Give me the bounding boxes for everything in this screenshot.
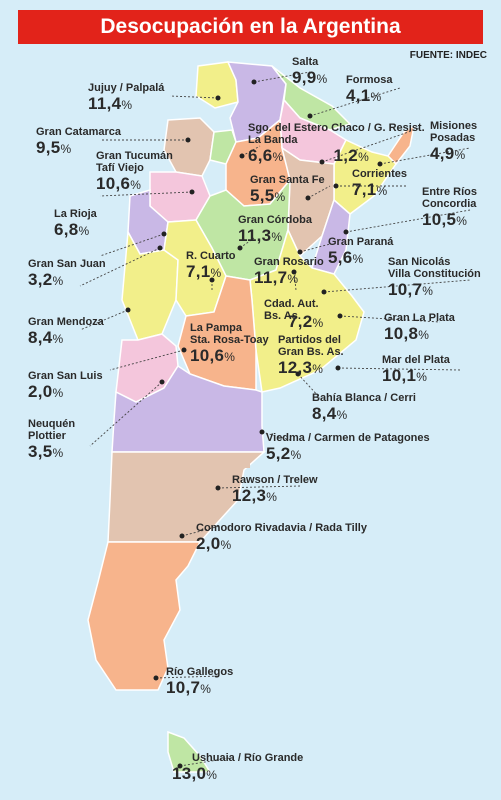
label-gran-bsas: Partidos del Gran Bs. As. 12,3% (278, 334, 344, 377)
label-parana: Gran Paraná 5,6% (328, 236, 394, 267)
label-rio-gallegos: Río Gallegos 10,7% (166, 666, 234, 697)
label-misiones: Misiones Posadas 4,9% (430, 120, 478, 163)
label-la-plata: Gran La Plata 10,8% (384, 312, 455, 343)
label-jujuy: Jujuy / Palpalá 11,4% (88, 82, 165, 113)
label-formosa: Formosa 4,1% (346, 74, 393, 105)
map-title: Desocupación en la Argentina (18, 10, 483, 44)
label-rio-cuarto: R. Cuarto 7,1% (186, 250, 236, 281)
label-san-nicolas: San Nicolás Villa Constitución 10,7% (388, 256, 481, 299)
label-san-luis: Gran San Luis 2,0% (28, 370, 103, 401)
label-bahia-blanca: Bahía Blanca / Cerri 8,4% (312, 392, 416, 423)
leader-lines (79, 71, 471, 767)
label-viedma: Viedma / Carmen de Patagones 5,2% (266, 432, 430, 463)
province-catamarca (163, 117, 215, 177)
label-la-rioja: La Rioja 6,8% (54, 208, 97, 239)
label-entre-rios: Entre Ríos Concordia 10,5% (422, 186, 478, 229)
label-mar-del-plata: Mar del Plata 10,1% (382, 354, 450, 385)
city-dots (125, 79, 383, 769)
label-la-pampa: La Pampa Sta. Rosa-Toay 10,6% (190, 322, 269, 365)
province-santa-cruz (87, 541, 202, 691)
label-corrientes: Corrientes 7,1% (352, 168, 408, 199)
label-rawson: Rawson / Trelew 12,3% (232, 474, 318, 505)
province-chubut (107, 451, 266, 543)
province-tierra-del-fuego (167, 730, 212, 773)
label-tucuman: Gran Tucumán Tafí Viejo 10,6% (96, 150, 173, 193)
source-note: FUENTE: INDEC (409, 50, 487, 61)
label-neuquen: Neuquén Plottier 3,5% (28, 418, 76, 461)
label-ushuaia: Ushuaia / Río Grande 13,0% (172, 752, 304, 783)
label-mendoza: Gran Mendoza 8,4% (28, 316, 104, 347)
label-catamarca: Gran Catamarca 9,5% (36, 126, 121, 157)
label-caba: Cdad. Aut. Bs. As. 7,2% (264, 298, 324, 331)
label-san-juan: Gran San Juan 3,2% (28, 258, 106, 289)
label-salta: Salta 9,9% (292, 56, 328, 87)
label-santiago-chaco: Sgo. del Estero Chaco / G. Resist. La Ban… (248, 122, 425, 165)
label-rosario: Gran Rosario 11,7% (254, 256, 324, 287)
label-santa-fe: Gran Santa Fe 5,5% (250, 174, 325, 205)
label-comodoro: Comodoro Rivadavia / Rada Tilly 2,0% (196, 522, 367, 553)
province-la-pampa (177, 275, 257, 391)
label-cordoba: Gran Córdoba 11,3% (238, 214, 312, 245)
